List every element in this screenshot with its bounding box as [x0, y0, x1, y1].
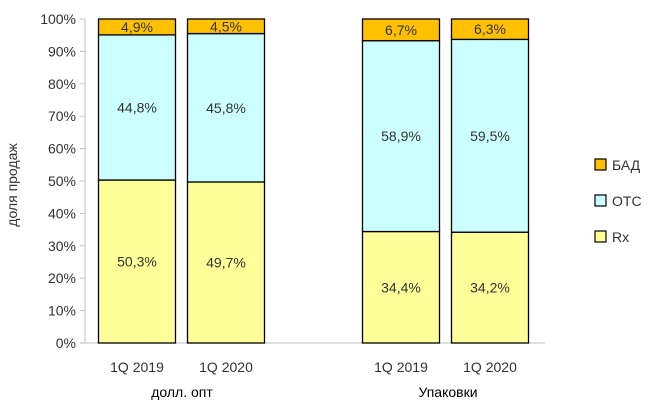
y-tick-label: 0%: [56, 335, 76, 351]
data-label: 34,4%: [381, 279, 421, 295]
x-axis: 1Q 2019 1Q 2020 долл. опт 1Q 2019 1Q 2020 Упа…: [110, 359, 517, 400]
legend-swatch: [594, 230, 607, 243]
x-group-label: Упаковки: [418, 384, 477, 400]
y-tick-label: 60%: [48, 141, 76, 157]
data-label: 6,7%: [385, 22, 417, 38]
x-tick-label: 1Q 2020: [199, 359, 253, 375]
bars: [97, 18, 530, 344]
data-label: 50,3%: [117, 254, 157, 270]
data-label: 34,2%: [470, 280, 510, 296]
y-tick-label: 90%: [48, 43, 76, 59]
data-label: 59,5%: [470, 128, 510, 144]
data-label: 58,9%: [381, 128, 421, 144]
y-tick-label: 20%: [48, 270, 76, 286]
y-tick-label: 80%: [48, 76, 76, 92]
legend-label: Rx: [612, 229, 629, 245]
y-axis-title: доля продаж: [4, 143, 20, 227]
axes: 0% 10% 20% 30% 40% 50% 60% 70% 80% 90% 100%: [40, 11, 545, 351]
bar-segment-rx: [97, 179, 177, 344]
legend-label: OTC: [612, 193, 642, 209]
bar-segment-otc: [361, 40, 441, 233]
x-tick-label: 1Q 2019: [110, 359, 164, 375]
bar-segment-бад: [186, 18, 266, 35]
x-group-label: долл. опт: [151, 384, 213, 400]
data-label: 6,3%: [474, 21, 506, 37]
legend: БАД OTC Rx: [594, 157, 642, 245]
data-label: 49,7%: [206, 254, 246, 270]
bar-segment-бад: [361, 18, 441, 42]
legend-label: БАД: [612, 157, 641, 173]
data-label: 44,8%: [117, 99, 157, 115]
y-tick-label: 100%: [40, 11, 76, 27]
data-label: 45,8%: [206, 100, 246, 116]
y-tick-label: 70%: [48, 108, 76, 124]
y-tick-label: 50%: [48, 173, 76, 189]
bar-segment-otc: [97, 34, 177, 181]
legend-swatch: [594, 194, 607, 207]
bar-segment-бад: [97, 18, 177, 36]
bar-segment-otc: [186, 32, 266, 183]
y-tick-label: 30%: [48, 238, 76, 254]
data-label: 4,9%: [121, 19, 153, 35]
x-tick-label: 1Q 2020: [463, 359, 517, 375]
y-tick-label: 10%: [48, 303, 76, 319]
data-labels: 50,3% 44,8% 4,9% 49,7% 45,8% 4,5% 34,4% 58,9% 6,…: [117, 18, 510, 295]
legend-swatch: [594, 158, 607, 171]
data-label: 4,5%: [210, 18, 242, 34]
y-tick-label: 40%: [48, 205, 76, 221]
bar-segment-rx: [361, 230, 441, 344]
bar-segment-бад: [450, 18, 530, 41]
x-tick-label: 1Q 2019: [374, 359, 428, 375]
